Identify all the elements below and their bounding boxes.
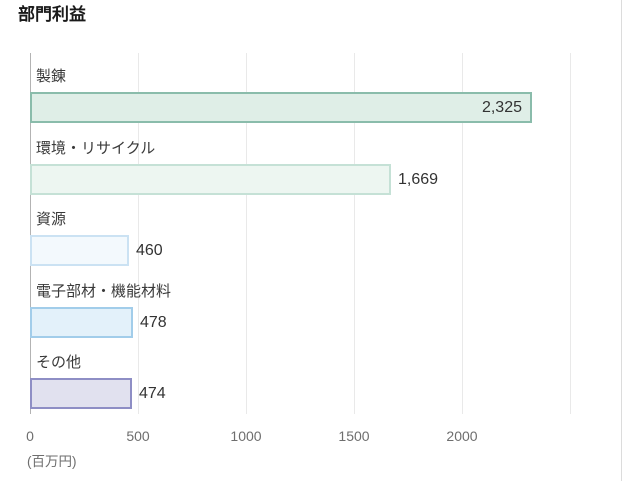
value-label: 460 [136, 242, 163, 259]
category-label: 製錬 [36, 68, 67, 85]
x-tick-label: 2000 [446, 428, 478, 444]
bar-1[interactable] [30, 92, 532, 123]
x-tick-label: 0 [26, 428, 34, 444]
gridline [138, 53, 139, 414]
x-tick-label: 1500 [338, 428, 370, 444]
x-tick-label: 500 [126, 428, 150, 444]
category-label: 環境・リサイクル [36, 140, 156, 157]
bar-4[interactable] [30, 307, 133, 338]
bar-5[interactable] [30, 378, 132, 409]
category-label: その他 [36, 354, 82, 371]
bar-2[interactable] [30, 164, 391, 195]
value-label: 478 [140, 314, 167, 331]
axis-unit-label: (百万円) [27, 454, 77, 469]
window-right-border [621, 0, 622, 481]
gridline [570, 53, 571, 414]
category-label: 電子部材・機能材料 [36, 283, 172, 300]
category-label: 資源 [36, 211, 67, 228]
gridline [246, 53, 247, 414]
value-label: 1,669 [398, 171, 439, 188]
value-label: 474 [139, 385, 166, 402]
bar-3[interactable] [30, 235, 129, 266]
value-label: 2,325 [481, 99, 522, 116]
x-tick-label: 1000 [230, 428, 262, 444]
gridline [462, 53, 463, 414]
y-axis-line [30, 53, 31, 414]
gridline [354, 53, 355, 414]
chart-title: 部門利益 [18, 5, 86, 24]
